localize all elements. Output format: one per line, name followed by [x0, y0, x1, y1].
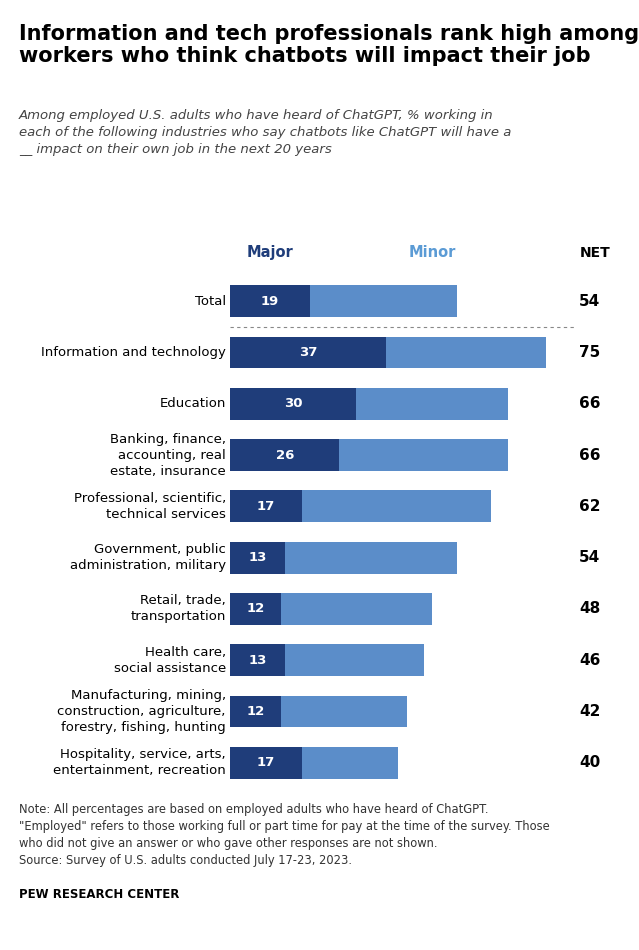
- Bar: [230, 285, 458, 317]
- Text: 42: 42: [580, 704, 601, 719]
- Text: 30: 30: [284, 397, 302, 410]
- Text: Banking, finance,
accounting, real
estate, insurance: Banking, finance, accounting, real estat…: [110, 432, 226, 478]
- Text: Minor: Minor: [408, 245, 456, 260]
- Text: Information and tech professionals rank high among
workers who think chatbots wi: Information and tech professionals rank …: [19, 24, 639, 66]
- Text: 75: 75: [580, 345, 601, 360]
- Text: PEW RESEARCH CENTER: PEW RESEARCH CENTER: [19, 888, 180, 902]
- Text: 13: 13: [248, 551, 266, 564]
- Text: Health care,
social assistance: Health care, social assistance: [114, 646, 226, 674]
- Text: NET: NET: [580, 246, 610, 260]
- Bar: [230, 388, 357, 420]
- Bar: [230, 490, 302, 522]
- Bar: [230, 644, 424, 676]
- Text: 66: 66: [580, 396, 601, 411]
- Text: 19: 19: [261, 294, 279, 308]
- Text: Manufacturing, mining,
construction, agriculture,
forestry, fishing, hunting: Manufacturing, mining, construction, agr…: [58, 689, 226, 734]
- Bar: [230, 644, 285, 676]
- Text: Education: Education: [160, 397, 226, 410]
- Bar: [230, 695, 281, 728]
- Text: 54: 54: [580, 294, 601, 309]
- Bar: [230, 542, 285, 574]
- Bar: [230, 593, 432, 625]
- Text: Information and technology: Information and technology: [41, 346, 226, 359]
- Bar: [230, 285, 310, 317]
- Text: Government, public
administration, military: Government, public administration, milit…: [70, 543, 226, 572]
- Text: Professional, scientific,
technical services: Professional, scientific, technical serv…: [73, 492, 226, 521]
- Bar: [230, 747, 398, 779]
- Text: 12: 12: [246, 705, 265, 718]
- Text: 54: 54: [580, 550, 601, 565]
- Bar: [230, 490, 491, 522]
- Bar: [230, 439, 339, 471]
- Text: 37: 37: [298, 346, 317, 359]
- Text: 40: 40: [580, 755, 601, 770]
- Text: 17: 17: [257, 756, 275, 770]
- Text: Note: All percentages are based on employed adults who have heard of ChatGPT.
"E: Note: All percentages are based on emplo…: [19, 803, 550, 866]
- Text: 48: 48: [580, 601, 601, 617]
- Bar: [230, 388, 508, 420]
- Text: Hospitality, service, arts,
entertainment, recreation: Hospitality, service, arts, entertainmen…: [53, 749, 226, 777]
- Text: 12: 12: [246, 602, 265, 616]
- Bar: [230, 439, 508, 471]
- Text: Retail, trade,
transportation: Retail, trade, transportation: [130, 595, 226, 623]
- Bar: [230, 336, 386, 369]
- Text: Major: Major: [247, 245, 293, 260]
- Text: Total: Total: [195, 294, 226, 308]
- Bar: [230, 542, 458, 574]
- Text: Among employed U.S. adults who have heard of ChatGPT, % working in
each of the f: Among employed U.S. adults who have hear…: [19, 109, 512, 156]
- Bar: [230, 695, 407, 728]
- Text: 26: 26: [275, 448, 294, 462]
- Text: 66: 66: [580, 447, 601, 463]
- Text: 13: 13: [248, 654, 266, 667]
- Bar: [230, 336, 546, 369]
- Text: 17: 17: [257, 500, 275, 513]
- Bar: [230, 593, 281, 625]
- Text: 62: 62: [580, 499, 601, 514]
- Text: 46: 46: [580, 653, 601, 668]
- Bar: [230, 747, 302, 779]
